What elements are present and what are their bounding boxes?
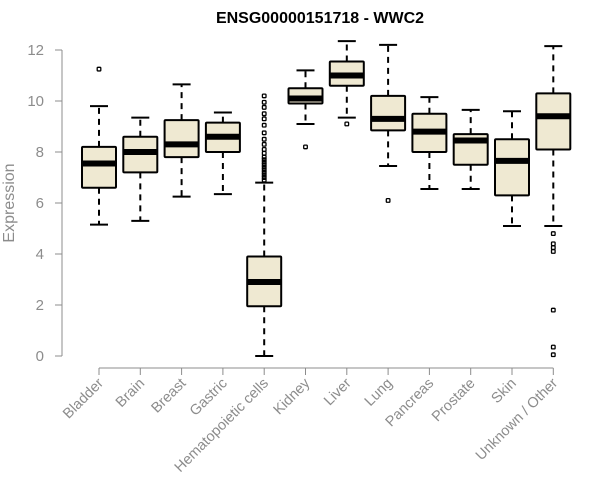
iqr-box: [494, 138, 530, 197]
x-tick-label: Prostate: [429, 376, 478, 425]
outlier-point: [261, 104, 267, 110]
iqr-box: [370, 94, 407, 132]
x-tick-label: Brain: [113, 376, 148, 411]
outlier-point: [385, 197, 391, 203]
box-group-brain: [122, 116, 159, 222]
outlier-point: [261, 172, 267, 178]
iqr-box: [163, 119, 200, 159]
outlier-point: [303, 144, 308, 150]
outlier-point: [550, 241, 556, 247]
x-tick-label: Bladder: [60, 375, 107, 422]
iqr-box: [81, 145, 117, 189]
outlier-point: [261, 169, 267, 175]
outlier-point: [261, 159, 267, 165]
axes: 0 2 4 6 8 10 12: [27, 42, 554, 375]
box-group-unknown-other: [535, 45, 572, 358]
box-group-kidney: [287, 69, 324, 150]
y-tick-label: 10: [27, 93, 44, 110]
x-tick-label: Skin: [489, 376, 520, 407]
y-tick-label: 4: [36, 246, 44, 263]
box-group-gastric: [204, 111, 241, 196]
outlier-point: [261, 116, 267, 122]
y-tick-label: 2: [36, 297, 44, 314]
outlier-point: [261, 146, 267, 152]
y-tick-label: 8: [36, 144, 44, 161]
x-tick-label: Lung: [362, 376, 396, 410]
box-group-breast: [163, 83, 200, 198]
box-group-bladder: [81, 66, 117, 226]
chart-title: ENSG00000151718 - WWC2: [216, 10, 424, 27]
outlier-point: [96, 66, 102, 72]
iqr-box: [535, 92, 572, 151]
box-group-prostate: [452, 108, 489, 190]
x-tick-label: Kidney: [271, 375, 314, 418]
box-group-lung: [370, 43, 407, 203]
outlier-point: [261, 167, 267, 173]
outlier-point: [550, 248, 556, 254]
box-group-skin: [494, 110, 530, 227]
outlier-point: [261, 154, 267, 160]
y-tick-label: 0: [36, 348, 44, 365]
box-group-pancreas: [411, 96, 448, 190]
outlier-point: [261, 141, 267, 147]
x-tick-label: Breast: [148, 376, 189, 417]
outlier-point: [261, 111, 267, 117]
outlier-point: [550, 245, 556, 251]
outlier-point: [261, 157, 267, 163]
outlier-point: [550, 344, 556, 350]
y-axis-label: Expression: [1, 163, 18, 242]
outlier-point: [550, 231, 556, 237]
x-tick-label: Liver: [321, 375, 355, 409]
outlier-point: [261, 130, 267, 136]
outlier-point: [261, 175, 267, 180]
outlier-point: [261, 136, 267, 142]
outlier-point: [550, 352, 556, 358]
outlier-point: [261, 99, 267, 105]
box-group-hematopoietic-cells: [246, 93, 283, 357]
boxes: [81, 40, 572, 358]
box-group-liver: [328, 40, 365, 127]
outlier-point: [550, 307, 556, 313]
y-tick-label: 12: [27, 42, 44, 59]
outlier-point: [261, 93, 267, 99]
y-tick-label: 6: [36, 195, 44, 212]
outlier-point: [344, 121, 350, 127]
outlier-point: [261, 177, 267, 183]
outlier-point: [261, 122, 267, 128]
outlier-point: [261, 162, 267, 168]
outlier-point: [261, 164, 267, 170]
outlier-point: [261, 150, 267, 156]
